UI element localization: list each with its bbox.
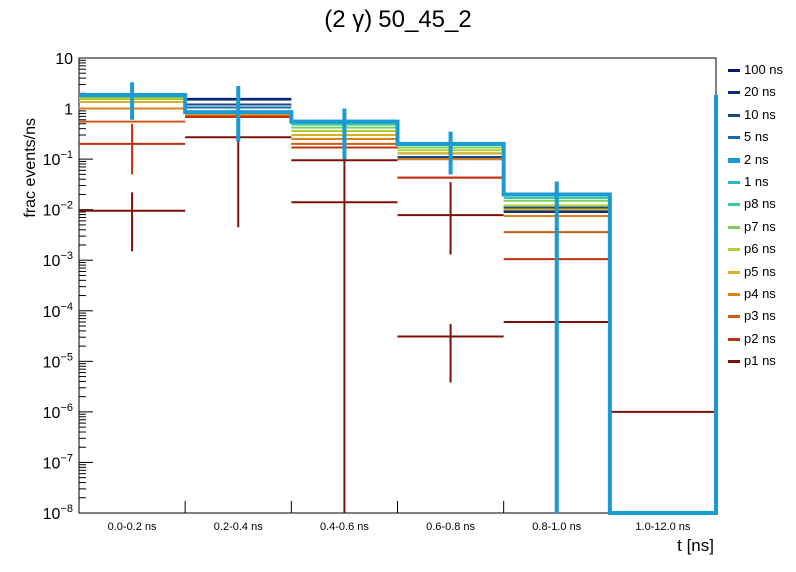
legend-swatch bbox=[728, 157, 740, 163]
y-tick-label: 10−5 bbox=[43, 351, 73, 371]
legend-entry: p2 ns bbox=[728, 328, 796, 350]
y-tick-label: 10−3 bbox=[43, 250, 73, 270]
legend-label: 10 ns bbox=[744, 106, 776, 122]
y-tick-label: 10−1 bbox=[43, 149, 73, 169]
legend-label: p4 ns bbox=[744, 285, 776, 301]
y-tick-label: 10−8 bbox=[43, 503, 73, 523]
legend-swatch bbox=[728, 113, 740, 117]
legend-entry: p6 ns bbox=[728, 238, 796, 260]
y-tick-label: 10−7 bbox=[43, 452, 73, 472]
y-tick-label: 10−4 bbox=[43, 301, 73, 321]
y-tick-label: 10−6 bbox=[43, 402, 73, 422]
legend: 100 ns 20 ns 10 ns 5 ns 2 ns 1 ns p8 ns p7 ns p6… bbox=[728, 59, 796, 372]
x-tick-label: 0.0-0.2 ns bbox=[108, 521, 157, 533]
y-tick-label: 1 bbox=[64, 102, 73, 119]
legend-entry: 10 ns bbox=[728, 104, 796, 126]
y-tick-label: 10 bbox=[55, 51, 73, 68]
legend-label: p7 ns bbox=[744, 218, 776, 234]
legend-swatch bbox=[728, 337, 740, 341]
legend-swatch bbox=[728, 292, 740, 296]
x-tick-label: 1.0-12.0 ns bbox=[635, 521, 691, 533]
legend-entry: p5 ns bbox=[728, 261, 796, 283]
legend-swatch bbox=[728, 360, 740, 364]
legend-entry: p8 ns bbox=[728, 193, 796, 215]
legend-entry: 1 ns bbox=[728, 171, 796, 193]
legend-entry: p4 ns bbox=[728, 283, 796, 305]
legend-entry: p1 ns bbox=[728, 350, 796, 372]
legend-swatch bbox=[728, 248, 740, 252]
legend-entry: p3 ns bbox=[728, 305, 796, 327]
legend-swatch bbox=[728, 180, 740, 184]
legend-label: 2 ns bbox=[744, 151, 769, 167]
legend-swatch bbox=[728, 203, 740, 207]
legend-swatch bbox=[728, 315, 740, 319]
x-tick-label: 0.2-0.4 ns bbox=[214, 521, 263, 533]
legend-swatch bbox=[728, 91, 740, 95]
chart-title-main: 50_45_2 bbox=[378, 6, 472, 33]
legend-entry: 5 ns bbox=[728, 126, 796, 148]
legend-swatch bbox=[728, 136, 740, 140]
legend-label: p8 ns bbox=[744, 196, 776, 212]
legend-entry: 2 ns bbox=[728, 149, 796, 171]
legend-label: p2 ns bbox=[744, 330, 776, 346]
legend-swatch bbox=[728, 69, 740, 72]
legend-entry: 20 ns bbox=[728, 81, 796, 103]
x-axis-label: t [ns] bbox=[677, 536, 714, 555]
legend-label: 5 ns bbox=[744, 129, 769, 145]
legend-label: p3 ns bbox=[744, 308, 776, 324]
x-tick-label: 0.4-0.6 ns bbox=[320, 521, 369, 533]
legend-entry: p7 ns bbox=[728, 216, 796, 238]
legend-entry: 100 ns bbox=[728, 59, 796, 81]
series-line-2-ns bbox=[79, 93, 718, 515]
y-tick-label: 10−2 bbox=[43, 200, 73, 220]
x-tick-label: 0.8-1.0 ns bbox=[532, 521, 581, 533]
chart-title-prefix: (2 γ) bbox=[324, 6, 373, 33]
legend-swatch bbox=[728, 270, 740, 274]
y-axis-label-wrap: frac events/ns bbox=[2, 0, 39, 572]
x-tick-label: 0.6-0.8 ns bbox=[426, 521, 475, 533]
legend-label: 20 ns bbox=[744, 84, 776, 100]
legend-label: 1 ns bbox=[744, 173, 769, 189]
y-axis-label: frac events/ns bbox=[22, 118, 39, 218]
legend-label: p1 ns bbox=[744, 353, 776, 369]
legend-swatch bbox=[728, 225, 740, 229]
legend-label: 100 ns bbox=[744, 62, 784, 77]
legend-label: p6 ns bbox=[744, 241, 776, 257]
legend-label: p5 ns bbox=[744, 263, 776, 279]
chart-title: (2 γ) 50_45_2 bbox=[0, 6, 796, 34]
